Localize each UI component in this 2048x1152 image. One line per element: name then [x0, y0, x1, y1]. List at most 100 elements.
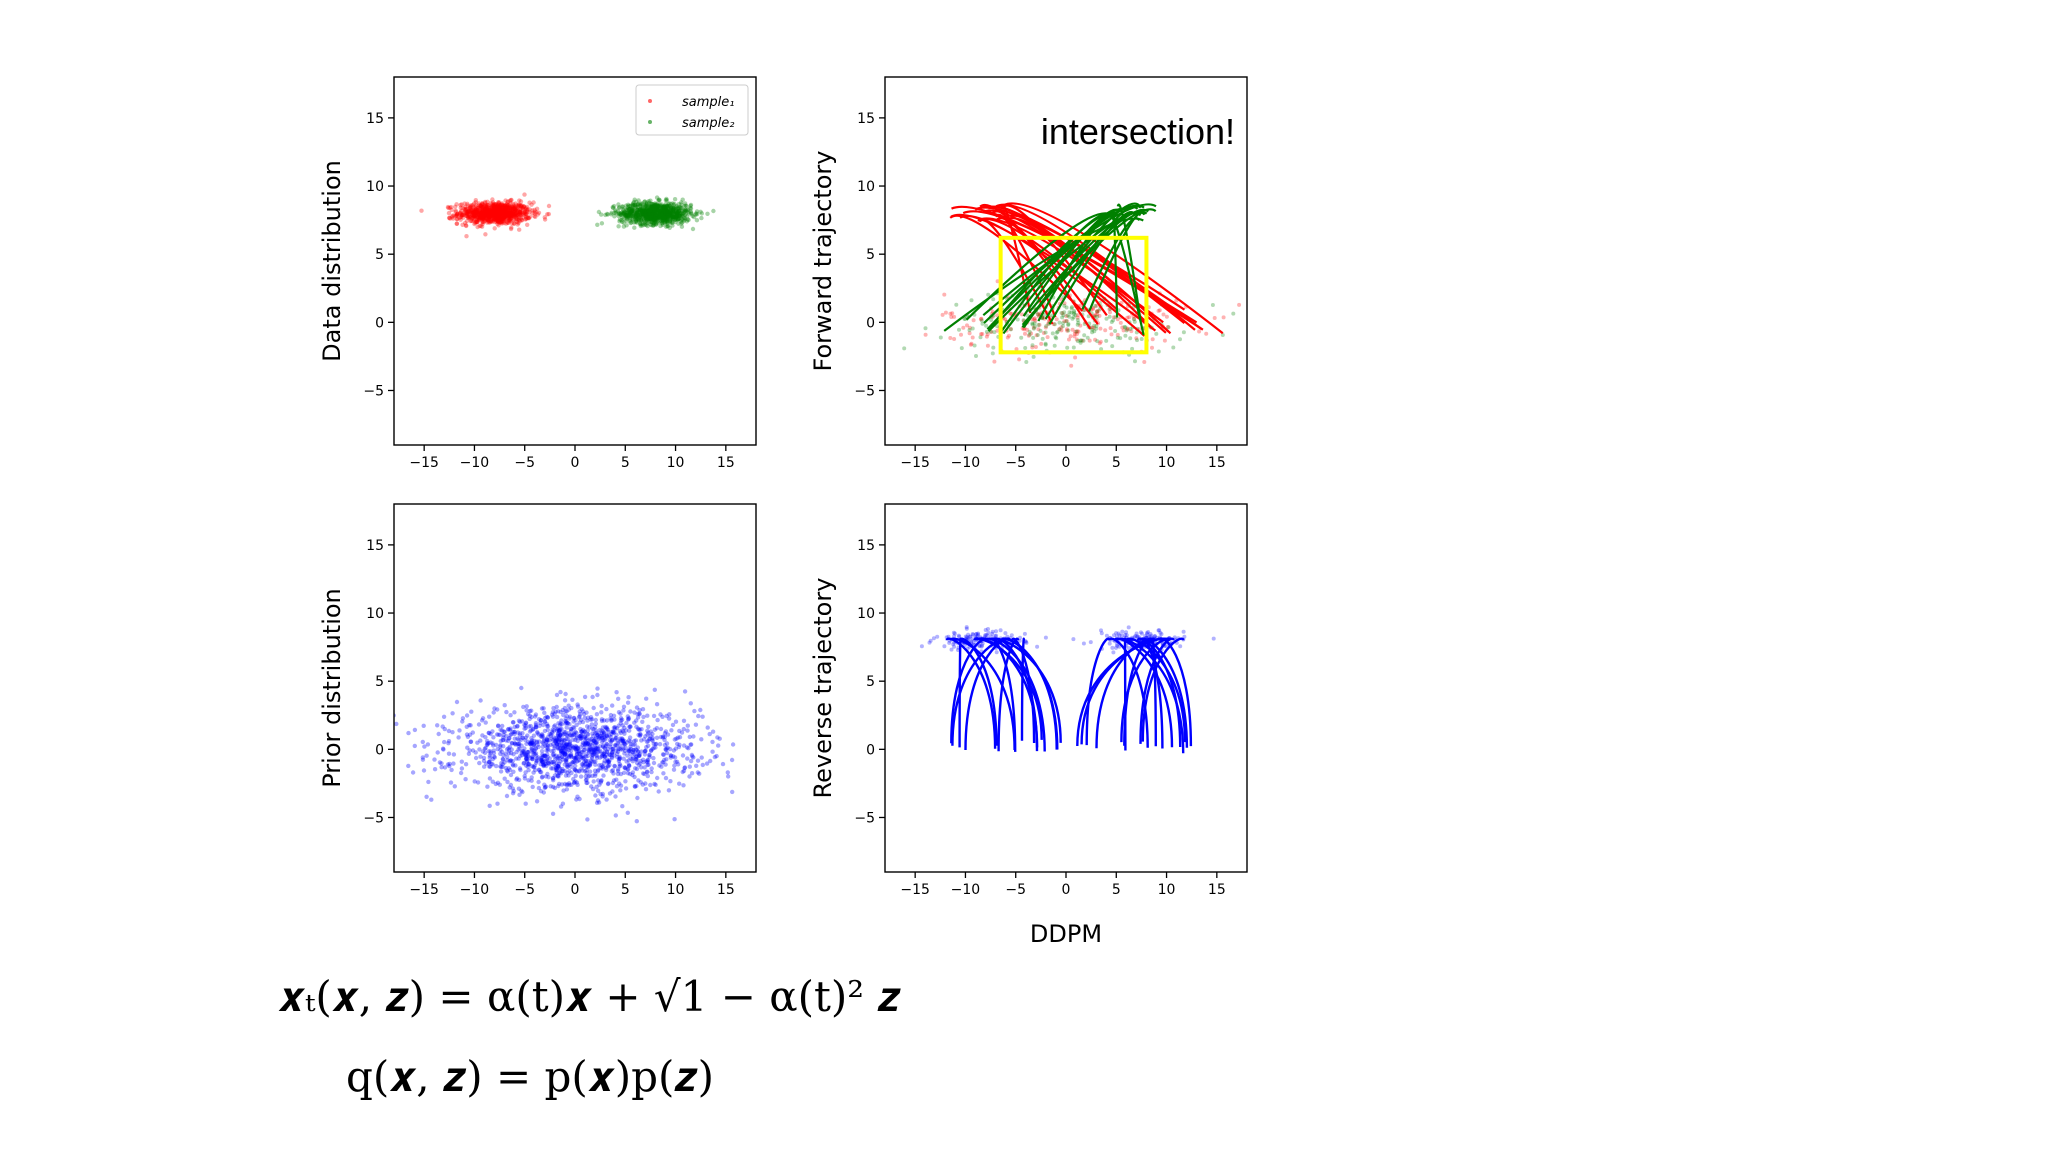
- data-point: [664, 746, 669, 751]
- data-point: [469, 203, 474, 208]
- data-point: [524, 708, 529, 713]
- data-point: [495, 208, 500, 213]
- data-point: [668, 218, 673, 223]
- data-point: [512, 710, 517, 715]
- data-point: [492, 207, 497, 212]
- data-point: [694, 209, 700, 214]
- data-point: [460, 222, 465, 227]
- data-point: [480, 207, 485, 212]
- data-point: [355, 777, 359, 781]
- data-point: [481, 204, 486, 210]
- data-point: [473, 211, 478, 217]
- data-point: [544, 739, 549, 744]
- data-point: [712, 754, 718, 760]
- data-point: [475, 215, 480, 220]
- data-point: [542, 728, 548, 734]
- data-point: [677, 208, 682, 213]
- data-point: [567, 739, 572, 745]
- data-point: [647, 206, 653, 211]
- data-point: [535, 212, 540, 217]
- data-point: [441, 714, 447, 719]
- data-point: [593, 793, 598, 798]
- data-point: [630, 202, 635, 207]
- data-point: [612, 753, 617, 758]
- data-point: [482, 214, 487, 220]
- data-point: [665, 219, 670, 224]
- data-point: [667, 225, 672, 230]
- data-point: [688, 205, 693, 211]
- data-point: [468, 205, 473, 210]
- data-point: [656, 204, 661, 209]
- data-point: [1075, 329, 1080, 334]
- data-point: [631, 203, 636, 208]
- data-point: [643, 204, 648, 209]
- data-point: [654, 205, 660, 210]
- data-point: [665, 211, 670, 217]
- data-point: [640, 211, 645, 217]
- data-point: [478, 203, 484, 208]
- data-point: [472, 779, 477, 784]
- data-point: [596, 767, 601, 773]
- data-point: [662, 757, 667, 763]
- data-point: [505, 210, 511, 215]
- data-point: [573, 755, 578, 760]
- data-point: [700, 762, 705, 768]
- data-point: [648, 782, 653, 788]
- data-point: [578, 774, 584, 779]
- highlight-box: [998, 235, 1149, 355]
- data-point: [527, 716, 532, 722]
- data-point: [508, 218, 514, 223]
- data-point: [563, 721, 568, 726]
- data-point: [668, 208, 674, 213]
- data-point: [519, 685, 524, 691]
- data-point: [521, 212, 526, 217]
- data-point: [564, 758, 569, 764]
- data-point: [1237, 302, 1242, 307]
- data-point: [670, 201, 675, 206]
- data-point: [571, 719, 576, 724]
- data-point: [453, 204, 458, 209]
- data-point: [550, 742, 556, 747]
- data-point: [491, 203, 496, 208]
- data-point: [492, 210, 497, 216]
- data-point: [647, 208, 652, 213]
- data-point: [491, 209, 496, 214]
- data-point: [609, 769, 614, 774]
- data-point: [661, 204, 666, 210]
- data-point: [490, 211, 496, 216]
- data-point: [453, 209, 458, 214]
- data-point: [642, 217, 647, 222]
- data-point: [665, 217, 670, 222]
- data-point: [548, 733, 553, 738]
- axes-frame: [393, 503, 757, 873]
- data-point: [480, 205, 485, 210]
- data-point: [674, 216, 679, 221]
- data-point: [665, 219, 670, 225]
- data-point: [574, 797, 579, 802]
- data-point: [1068, 334, 1073, 339]
- data-point: [457, 211, 463, 216]
- data-point: [637, 753, 642, 758]
- data-point: [635, 715, 641, 720]
- data-point: [600, 764, 605, 769]
- data-point: [599, 763, 604, 768]
- data-point: [493, 204, 498, 209]
- data-point: [716, 743, 721, 748]
- data-point: [482, 211, 487, 217]
- data-point: [649, 204, 654, 209]
- data-point: [459, 214, 464, 219]
- data-point: [569, 727, 574, 732]
- data-point: [490, 213, 495, 218]
- data-point: [940, 312, 945, 317]
- data-point: [1008, 311, 1013, 316]
- data-point: [685, 728, 690, 733]
- data-point: [643, 212, 648, 217]
- data-point: [545, 724, 551, 729]
- data-point: [508, 217, 513, 222]
- data-point: [644, 207, 650, 213]
- data-point: [584, 780, 589, 786]
- data-point: [635, 204, 640, 210]
- data-point: [1134, 631, 1139, 636]
- data-point: [640, 757, 646, 762]
- data-point: [618, 743, 623, 748]
